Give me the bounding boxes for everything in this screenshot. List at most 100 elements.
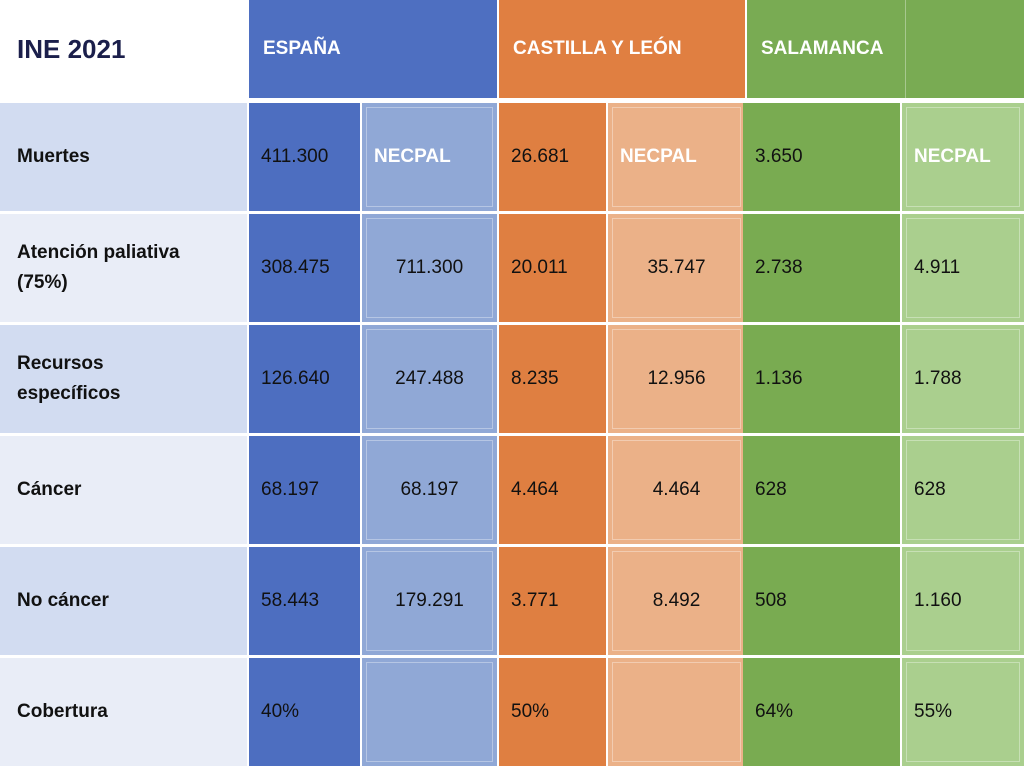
cell-outline bbox=[612, 107, 741, 207]
header-salamanca-divider bbox=[905, 0, 1024, 98]
cell-value: 12.956 bbox=[647, 368, 706, 389]
necpal-label: NECPAL bbox=[620, 146, 697, 167]
cell-outline bbox=[906, 662, 1020, 762]
cell-espana-necpal: 179.291 bbox=[362, 547, 497, 655]
cell-value: 64% bbox=[755, 701, 794, 722]
row-label: Cáncer bbox=[0, 436, 247, 544]
row-label-text: Recursos específicos bbox=[17, 353, 121, 404]
header-salamanca: SALAMANCA bbox=[747, 0, 1024, 98]
cell-outline bbox=[366, 440, 493, 540]
necpal-label: NECPAL bbox=[374, 146, 451, 167]
cell-value: 411.300 bbox=[261, 146, 329, 167]
cell-castilla-necpal: 4.464 bbox=[608, 436, 745, 544]
cell-salamanca-necpal: 55% bbox=[902, 658, 1024, 766]
cell-outline bbox=[612, 440, 741, 540]
row-label: Atención paliativa (75%) bbox=[0, 214, 247, 322]
cell-castilla-necpal: 8.492 bbox=[608, 547, 745, 655]
cell-salamanca-necpal: 4.911 bbox=[902, 214, 1024, 322]
row-label-text: Muertes bbox=[17, 146, 90, 167]
cell-value: 628 bbox=[755, 479, 787, 500]
cell-outline bbox=[906, 107, 1020, 207]
cell-value: 508 bbox=[755, 590, 787, 611]
cell-outline bbox=[906, 551, 1020, 651]
row-label: Cobertura bbox=[0, 658, 247, 766]
cell-value: 26.681 bbox=[511, 146, 570, 167]
cell-value: 3.771 bbox=[511, 590, 559, 611]
cell-espana: 68.197 bbox=[249, 436, 360, 544]
cell-value: 35.747 bbox=[647, 257, 706, 278]
cell-value: 308.475 bbox=[261, 257, 330, 278]
cell-espana: 58.443 bbox=[249, 547, 360, 655]
header-castilla-y-leon: CASTILLA Y LEÓN bbox=[499, 0, 745, 98]
cell-castilla-necpal: 12.956 bbox=[608, 325, 745, 433]
cell-outline bbox=[906, 218, 1020, 318]
cell-outline bbox=[366, 662, 493, 762]
cell-value: 4.464 bbox=[652, 479, 701, 500]
header-espana: ESPAÑA bbox=[249, 0, 497, 98]
cell-value: 50% bbox=[511, 701, 550, 722]
cell-outline bbox=[366, 551, 493, 651]
cell-salamanca: 3.650 bbox=[743, 103, 900, 211]
cell-castilla: 8.235 bbox=[499, 325, 606, 433]
cell-salamanca-necpal: 1.788 bbox=[902, 325, 1024, 433]
cell-outline bbox=[612, 662, 741, 762]
necpal-label: NECPAL bbox=[914, 146, 991, 167]
cell-espana: 126.640 bbox=[249, 325, 360, 433]
cell-castilla: 50% bbox=[499, 658, 606, 766]
cell-castilla-necpal: NECPAL bbox=[608, 103, 745, 211]
row-label: Muertes bbox=[0, 103, 247, 211]
cell-outline bbox=[612, 218, 741, 318]
cell-value: 1.788 bbox=[914, 368, 962, 389]
cell-value: 8.492 bbox=[652, 590, 701, 611]
cell-outline bbox=[612, 551, 741, 651]
cell-value: 58.443 bbox=[261, 590, 320, 611]
header-castilla-label: CASTILLA Y LEÓN bbox=[513, 38, 682, 59]
cell-espana-necpal: 711.300 bbox=[362, 214, 497, 322]
cell-espana: 308.475 bbox=[249, 214, 360, 322]
cell-castilla-necpal: 35.747 bbox=[608, 214, 745, 322]
cell-value: 2.738 bbox=[755, 257, 803, 278]
cell-salamanca-necpal: 1.160 bbox=[902, 547, 1024, 655]
cell-castilla: 20.011 bbox=[499, 214, 606, 322]
cell-value: 55% bbox=[914, 701, 953, 722]
cell-value: 3.650 bbox=[755, 146, 803, 167]
cell-salamanca: 628 bbox=[743, 436, 900, 544]
header-espana-label: ESPAÑA bbox=[263, 38, 341, 59]
cell-salamanca-necpal: NECPAL bbox=[902, 103, 1024, 211]
cell-value: 126.640 bbox=[261, 368, 330, 389]
row-label: Recursos específicos bbox=[0, 325, 247, 433]
cell-value: 179.291 bbox=[395, 590, 464, 611]
cell-value: 628 bbox=[914, 479, 946, 500]
cell-espana-necpal: 68.197 bbox=[362, 436, 497, 544]
cell-castilla: 4.464 bbox=[499, 436, 606, 544]
row-label-text: Cáncer bbox=[17, 479, 82, 500]
cell-salamanca: 64% bbox=[743, 658, 900, 766]
header-salamanca-label: SALAMANCA bbox=[761, 38, 884, 59]
cell-outline bbox=[366, 218, 493, 318]
row-label-text: Atención paliativa (75%) bbox=[17, 242, 180, 293]
cell-value: 20.011 bbox=[511, 257, 568, 278]
cell-outline bbox=[366, 329, 493, 429]
cell-salamanca: 508 bbox=[743, 547, 900, 655]
cell-espana-necpal bbox=[362, 658, 497, 766]
cell-value: 4.464 bbox=[511, 479, 559, 500]
cell-espana: 40% bbox=[249, 658, 360, 766]
cell-castilla: 26.681 bbox=[499, 103, 606, 211]
table-title: INE 2021 bbox=[17, 33, 126, 64]
cell-value: 68.197 bbox=[261, 479, 320, 500]
cell-salamanca: 2.738 bbox=[743, 214, 900, 322]
cell-value: 1.136 bbox=[755, 368, 803, 389]
cell-salamanca-necpal: 628 bbox=[902, 436, 1024, 544]
cell-castilla-necpal bbox=[608, 658, 745, 766]
cell-outline bbox=[906, 440, 1020, 540]
cell-espana-necpal: 247.488 bbox=[362, 325, 497, 433]
cell-outline bbox=[906, 329, 1020, 429]
cell-value: 247.488 bbox=[395, 368, 464, 389]
cell-salamanca: 1.136 bbox=[743, 325, 900, 433]
cell-castilla: 3.771 bbox=[499, 547, 606, 655]
cell-value: 8.235 bbox=[511, 368, 559, 389]
row-label-text: Cobertura bbox=[17, 701, 108, 722]
cell-value: 68.197 bbox=[400, 479, 459, 500]
cell-outline bbox=[612, 329, 741, 429]
